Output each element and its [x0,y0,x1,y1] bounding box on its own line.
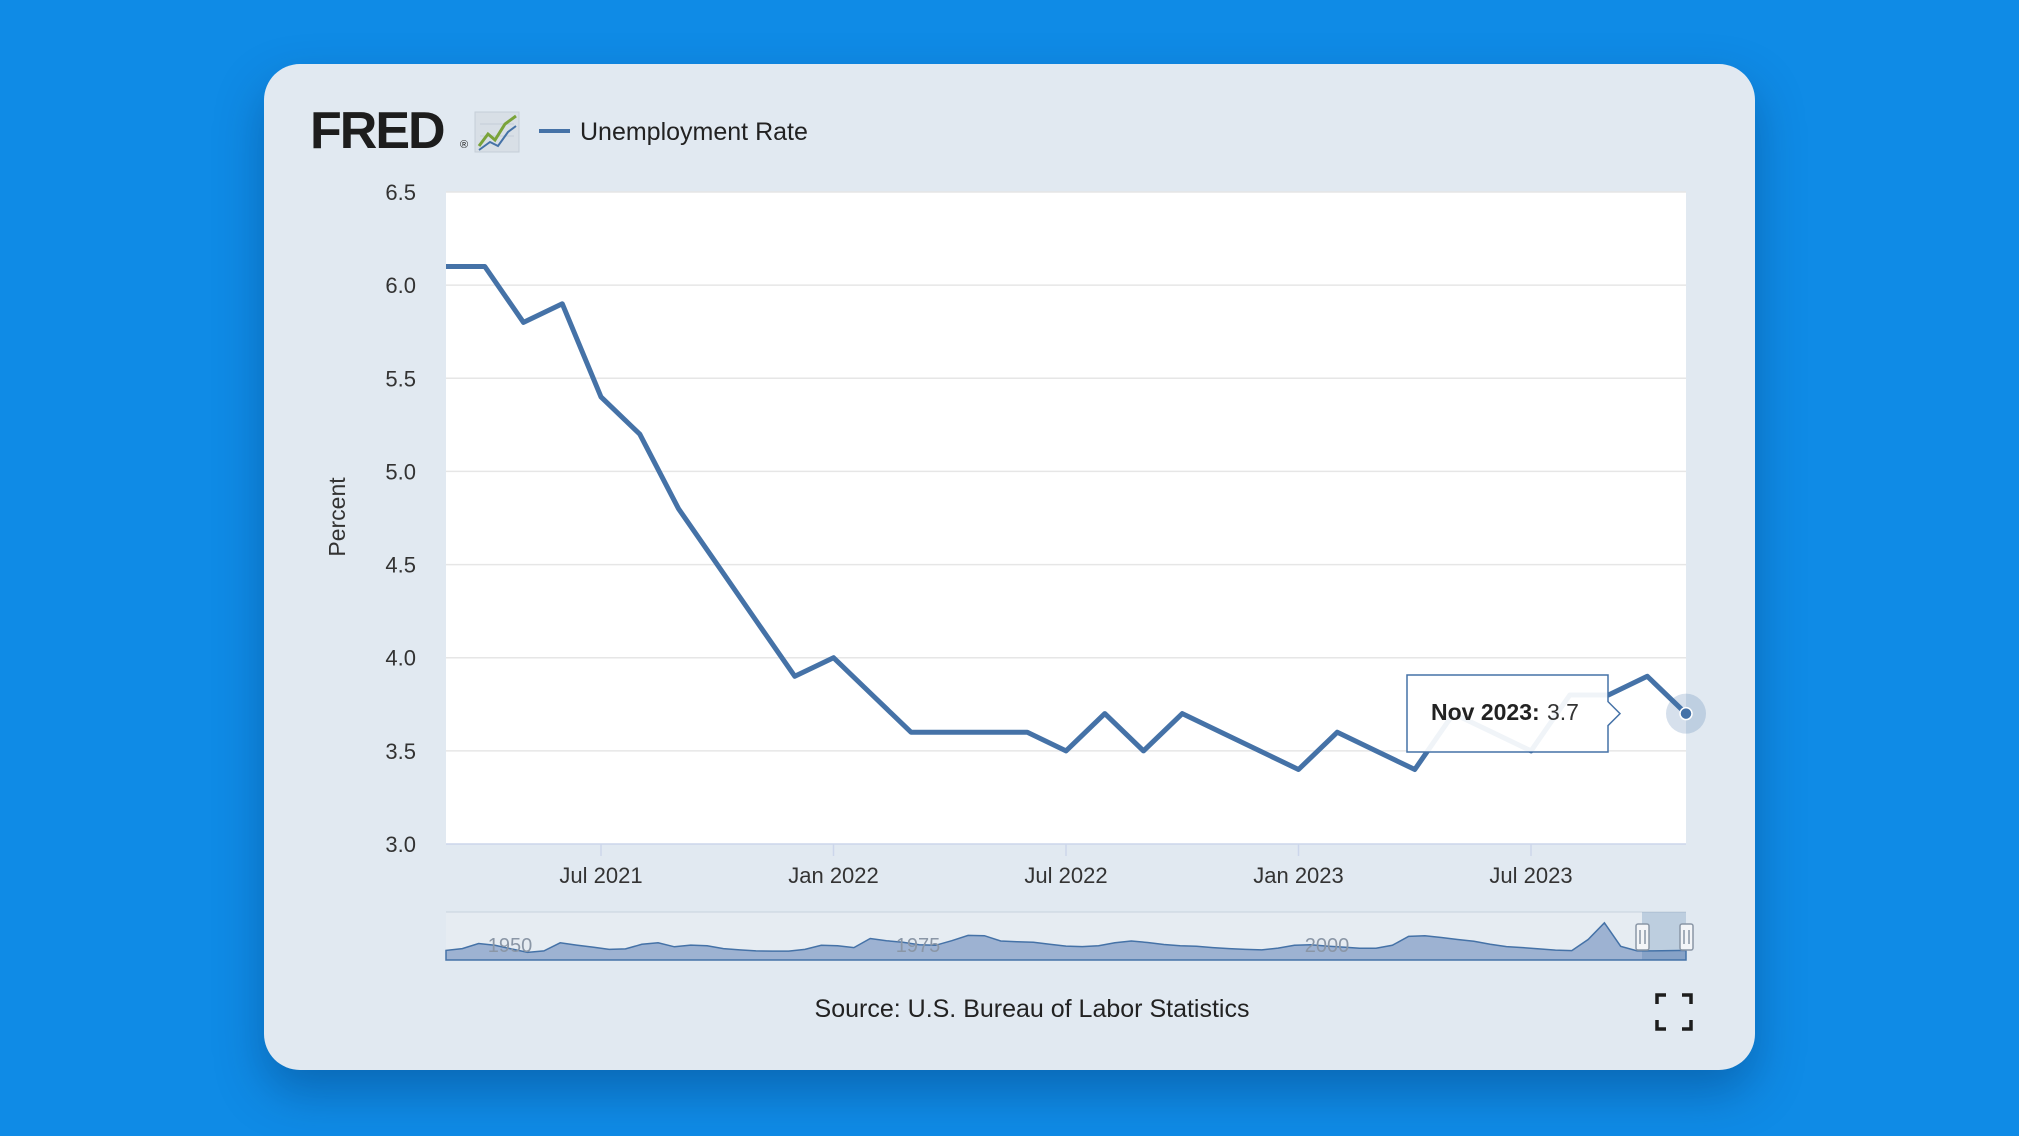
tooltip: Nov 2023: 3.7 [1406,674,1622,753]
data-point [1025,730,1030,735]
chart-card: FRED ® Unemployment Rate Percent 3.0 3.5 4… [264,64,1755,1070]
registered-mark: ® [460,139,468,151]
data-point [1335,730,1340,735]
data-point [1141,748,1146,753]
data-point [1102,711,1107,716]
navigator-label-1950: 1950 [488,935,533,957]
x-tick-label: Jul 2022 [1024,863,1107,888]
data-point [947,730,952,735]
y-tick-label: 4.5 [385,553,416,578]
x-tick-label: Jul 2023 [1489,863,1572,888]
data-point [1645,674,1650,679]
navigator-label-1975: 1975 [896,935,941,957]
navigator-handle-right[interactable] [1679,923,1694,951]
data-point [676,506,681,511]
x-tick-label: Jul 2021 [559,863,642,888]
legend-label: Unemployment Rate [580,118,808,146]
data-point [792,674,797,679]
data-point [1064,748,1069,753]
data-point [560,301,565,306]
data-point [637,432,642,437]
data-point [715,562,720,567]
fred-logo[interactable]: FRED ® [310,102,520,160]
y-axis: 3.0 3.5 4.0 4.5 5.0 5.5 6.0 6.5 [385,180,416,857]
data-point [521,320,526,325]
data-point [986,730,991,735]
data-point [831,655,836,660]
y-tick-label: 3.5 [385,739,416,764]
navigator-handle-left[interactable] [1635,923,1650,951]
expand-icon[interactable] [1654,992,1694,1032]
data-point [1412,767,1417,772]
line-chart-icon [474,111,520,153]
tooltip-date: Nov 2023: [1431,699,1540,725]
navigator[interactable]: 1950 1975 2000 [445,911,1694,961]
chart-svg: FRED ® Unemployment Rate Percent 3.0 3.5 4… [310,102,1706,1032]
tooltip-value: 3.7 [1547,699,1579,725]
data-point [1374,748,1379,753]
x-axis: Jul 2021 Jan 2022 Jul 2022 Jan 2023 Jul 2023 [559,844,1573,888]
data-point [482,264,487,269]
y-axis-title: Percent [324,477,350,557]
x-tick-label: Jan 2023 [1253,863,1344,888]
x-tick-label: Jan 2022 [788,863,879,888]
y-tick-label: 4.0 [385,646,416,671]
navigator-label-2000: 2000 [1305,935,1350,957]
source-credit: Source: U.S. Bureau of Labor Statistics [815,995,1250,1023]
data-point [1257,748,1262,753]
y-tick-label: 3.0 [385,832,416,857]
data-point [444,264,449,269]
data-point [909,730,914,735]
legend-item-unemployment-rate[interactable]: Unemployment Rate [539,118,808,146]
data-point [599,394,604,399]
hover-marker [1666,693,1706,734]
data-point [1180,711,1185,716]
y-tick-label: 6.5 [385,180,416,205]
navigator-series [445,921,1687,961]
fred-logo-text: FRED [310,102,444,160]
y-tick-label: 6.0 [385,273,416,298]
data-point [1296,767,1301,772]
y-tick-label: 5.5 [385,366,416,391]
y-tick-label: 5.0 [385,459,416,484]
data-point [870,692,875,697]
gridlines [446,191,1686,845]
data-point [1219,730,1224,735]
hover-point [1679,706,1693,721]
data-point [754,618,759,623]
tooltip-box [1406,674,1622,753]
